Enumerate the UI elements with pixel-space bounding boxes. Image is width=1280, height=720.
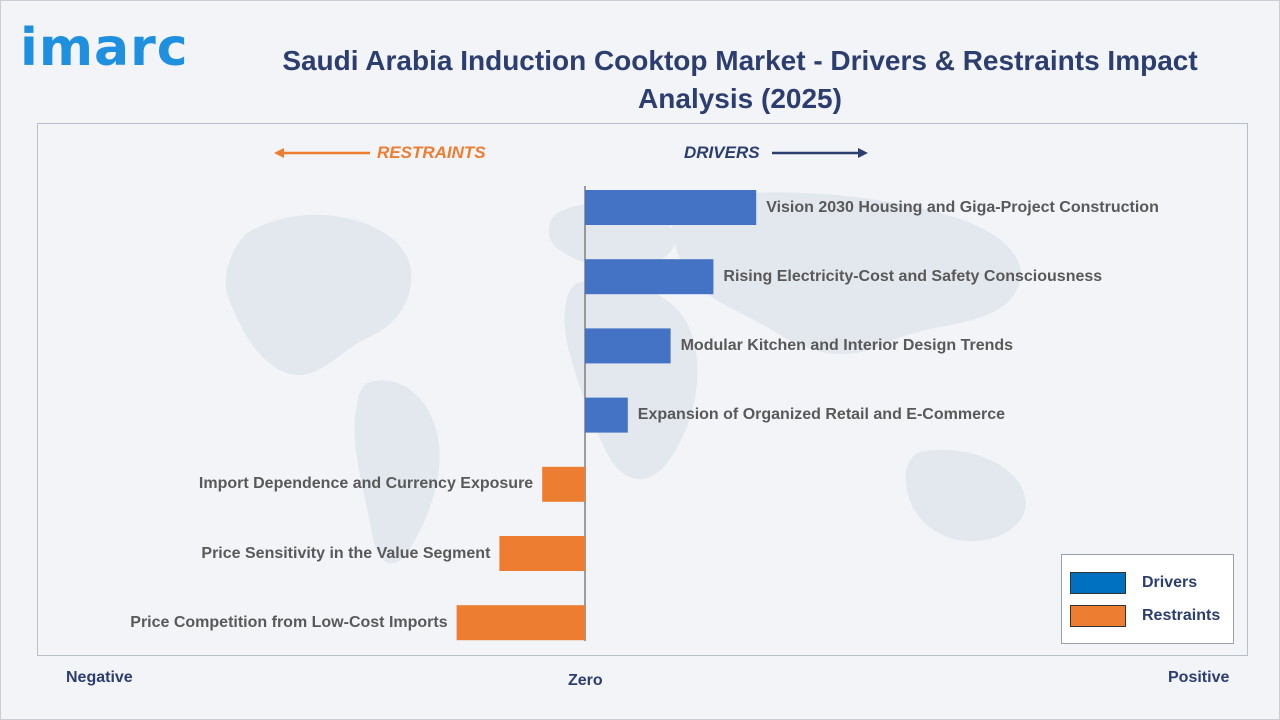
drivers-direction-label: DRIVERS [684, 143, 760, 162]
restraints-direction-label: RESTRAINTS [377, 143, 486, 162]
negative-axis-label: Negative [66, 669, 133, 686]
bar-label-6: Price Sensitivity in the Value Segment [201, 544, 491, 562]
legend-label-drivers: Drivers [1142, 574, 1198, 591]
restraint-bar-7 [456, 605, 585, 641]
chart-title: Saudi Arabia Induction Cooktop Market - … [282, 45, 1198, 114]
driver-bar-1 [585, 190, 757, 225]
bar-label-3: Modular Kitchen and Interior Design Tren… [680, 336, 1014, 354]
positive-axis-label: Positive [1168, 669, 1230, 686]
left-arrow-icon [274, 148, 370, 158]
legend-label-restraints: Restraints [1142, 607, 1221, 624]
restraint-bar-5 [542, 466, 585, 502]
right-arrow-icon [772, 148, 868, 158]
bar-label-1: Vision 2030 Housing and Giga-Project Con… [766, 198, 1159, 216]
driver-bar-4 [585, 397, 628, 433]
zero-axis-label: Zero [568, 672, 603, 689]
legend: Drivers Restraints [1061, 554, 1234, 644]
bar-label-2: Rising Electricity-Cost and Safety Consc… [723, 267, 1103, 285]
legend-item-drivers: Drivers [1070, 571, 1197, 595]
legend-swatch-drivers [1070, 572, 1126, 594]
imarc-logo: imarc [20, 18, 189, 78]
driver-bar-3 [585, 328, 671, 364]
plot-area [37, 123, 1248, 656]
bar-label-4: Expansion of Organized Retail and E-Comm… [637, 406, 1005, 424]
restraint-bar-6 [499, 536, 585, 571]
driver-bar-2 [585, 259, 714, 295]
legend-item-restraints: Restraints [1070, 604, 1220, 628]
bar-label-5: Import Dependence and Currency Exposure [198, 475, 534, 493]
bar-label-7: Price Competition from Low-Cost Imports [130, 613, 448, 631]
legend-swatch-restraints [1070, 605, 1126, 627]
